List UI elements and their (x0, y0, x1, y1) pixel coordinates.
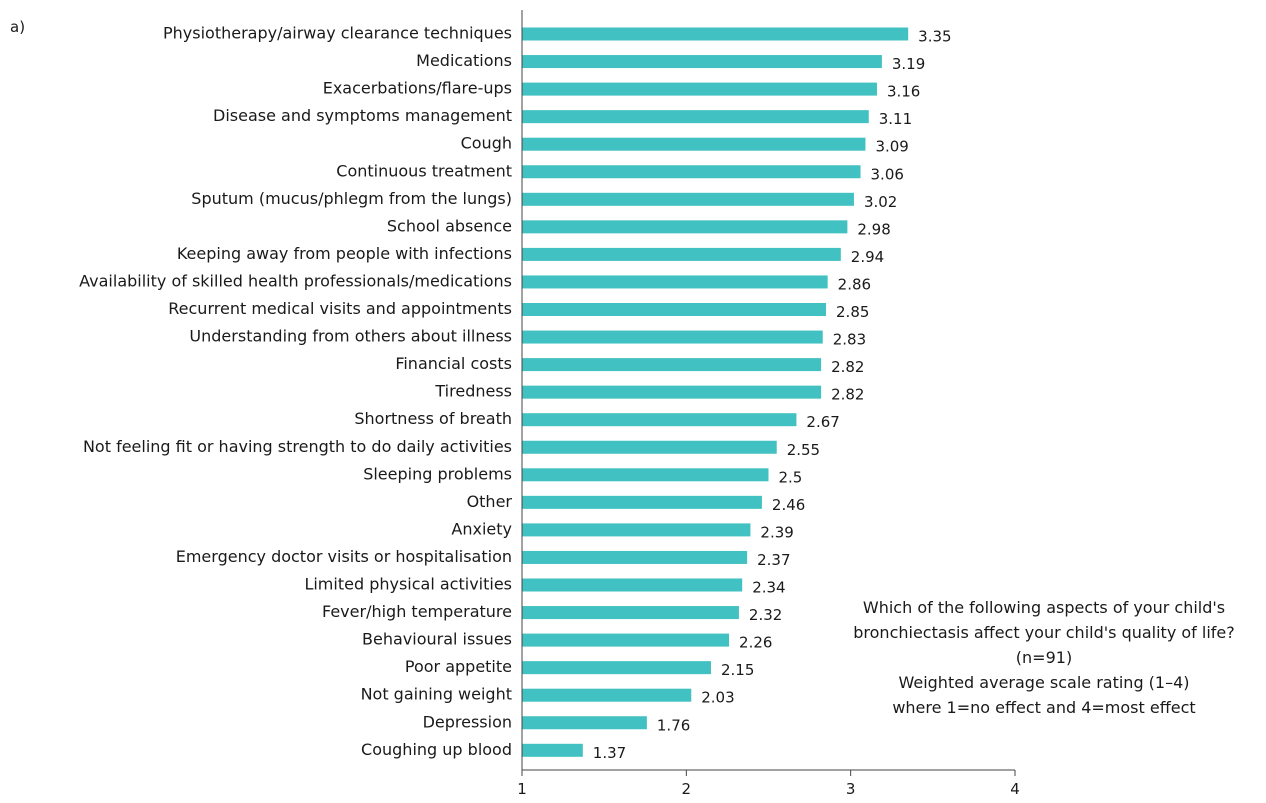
value-label: 2.67 (806, 413, 839, 431)
value-label: 3.02 (864, 193, 897, 211)
bar (522, 440, 777, 454)
value-label: 2.82 (831, 358, 864, 376)
category-label: Exacerbations/flare-ups (323, 79, 512, 98)
bar (522, 192, 854, 206)
bar (522, 633, 730, 647)
category-label: Cough (461, 134, 512, 153)
category-label: Coughing up blood (361, 740, 512, 759)
x-tick-label: 3 (846, 780, 856, 798)
category-label: Continuous treatment (336, 161, 512, 180)
bars-group: Physiotherapy/airway clearance technique… (79, 24, 951, 762)
bar (522, 495, 762, 509)
bar (522, 137, 866, 151)
category-label: Not feeling fit or having strength to do… (83, 437, 512, 456)
category-label: Limited physical activities (304, 575, 512, 594)
value-label: 2.37 (757, 551, 790, 569)
x-tick-label: 4 (1010, 780, 1020, 798)
annotation-sample-size: (n=91) (1015, 648, 1073, 667)
annotation-scale-line1: Weighted average scale rating (1–4) (898, 673, 1190, 692)
bar (522, 385, 822, 399)
value-label: 2.86 (838, 275, 871, 293)
x-tick-label: 1 (517, 780, 527, 798)
bar (522, 55, 882, 69)
category-label: Availability of skilled health professio… (79, 271, 512, 290)
axes-group: 1 2 3 4 (517, 10, 1020, 798)
bar (522, 661, 711, 675)
panel-label: a) (10, 18, 26, 36)
bar (522, 358, 822, 372)
category-label: Sputum (mucus/phlegm from the lungs) (191, 189, 512, 208)
bar (522, 743, 583, 757)
category-label: Recurrent medical visits and appointment… (168, 299, 512, 318)
bar (522, 275, 828, 289)
bar (522, 165, 861, 179)
x-tick-label: 2 (682, 780, 692, 798)
category-label: Emergency doctor visits or hospitalisati… (176, 547, 512, 566)
value-label: 2.98 (857, 220, 890, 238)
category-label: Behavioural issues (362, 630, 512, 649)
bar (522, 550, 748, 564)
value-label: 2.34 (752, 579, 785, 597)
value-label: 2.15 (721, 661, 754, 679)
value-label: 2.03 (701, 689, 734, 707)
value-label: 3.16 (887, 83, 920, 101)
value-label: 2.5 (779, 468, 803, 486)
value-label: 1.76 (657, 716, 690, 734)
category-label: Tiredness (434, 382, 512, 401)
category-label: Understanding from others about illness (189, 327, 512, 346)
category-label: Not gaining weight (361, 685, 512, 704)
bar (522, 468, 769, 482)
value-label: 2.85 (836, 303, 869, 321)
bar (522, 110, 869, 124)
value-label: 2.55 (787, 441, 820, 459)
bar (522, 330, 823, 344)
value-label: 2.83 (833, 331, 866, 349)
bar (522, 303, 827, 316)
bar (522, 413, 797, 427)
value-label: 2.82 (831, 386, 864, 404)
category-label: Fever/high temperature (322, 602, 512, 621)
bar (522, 688, 692, 702)
annotation-question-line1: Which of the following aspects of your c… (862, 598, 1226, 617)
category-label: Financial costs (395, 354, 512, 373)
value-label: 2.46 (772, 496, 805, 514)
value-label: 3.06 (871, 165, 904, 183)
bar (522, 247, 841, 261)
value-label: 1.37 (593, 744, 626, 762)
value-label: 3.19 (892, 55, 925, 73)
value-label: 3.09 (875, 138, 908, 156)
category-label: Keeping away from people with infections (177, 244, 512, 263)
category-label: Physiotherapy/airway clearance technique… (163, 24, 512, 43)
category-label: Other (467, 492, 513, 511)
category-label: School absence (387, 216, 512, 235)
value-label: 2.32 (749, 606, 782, 624)
category-label: Medications (416, 51, 512, 70)
bar (522, 606, 739, 620)
value-label: 2.39 (760, 523, 793, 541)
category-label: Disease and symptoms management (213, 106, 512, 125)
bar (522, 220, 848, 234)
value-label: 3.35 (918, 28, 951, 46)
bar (522, 716, 647, 730)
value-label: 2.94 (851, 248, 884, 266)
bar (522, 578, 743, 592)
bar (522, 82, 877, 96)
bar (522, 523, 751, 537)
value-label: 3.11 (879, 110, 912, 128)
category-label: Shortness of breath (354, 409, 512, 428)
category-label: Poor appetite (405, 657, 512, 676)
category-label: Sleeping problems (363, 464, 512, 483)
bar (522, 27, 909, 41)
annotation-scale-line2: where 1=no effect and 4=most effect (892, 698, 1196, 717)
chart-annotation: Which of the following aspects of your c… (826, 595, 1262, 720)
category-label: Anxiety (451, 519, 512, 538)
category-label: Depression (423, 712, 512, 731)
value-label: 2.26 (739, 634, 772, 652)
annotation-question-line2: bronchiectasis affect your child's quali… (853, 623, 1235, 642)
